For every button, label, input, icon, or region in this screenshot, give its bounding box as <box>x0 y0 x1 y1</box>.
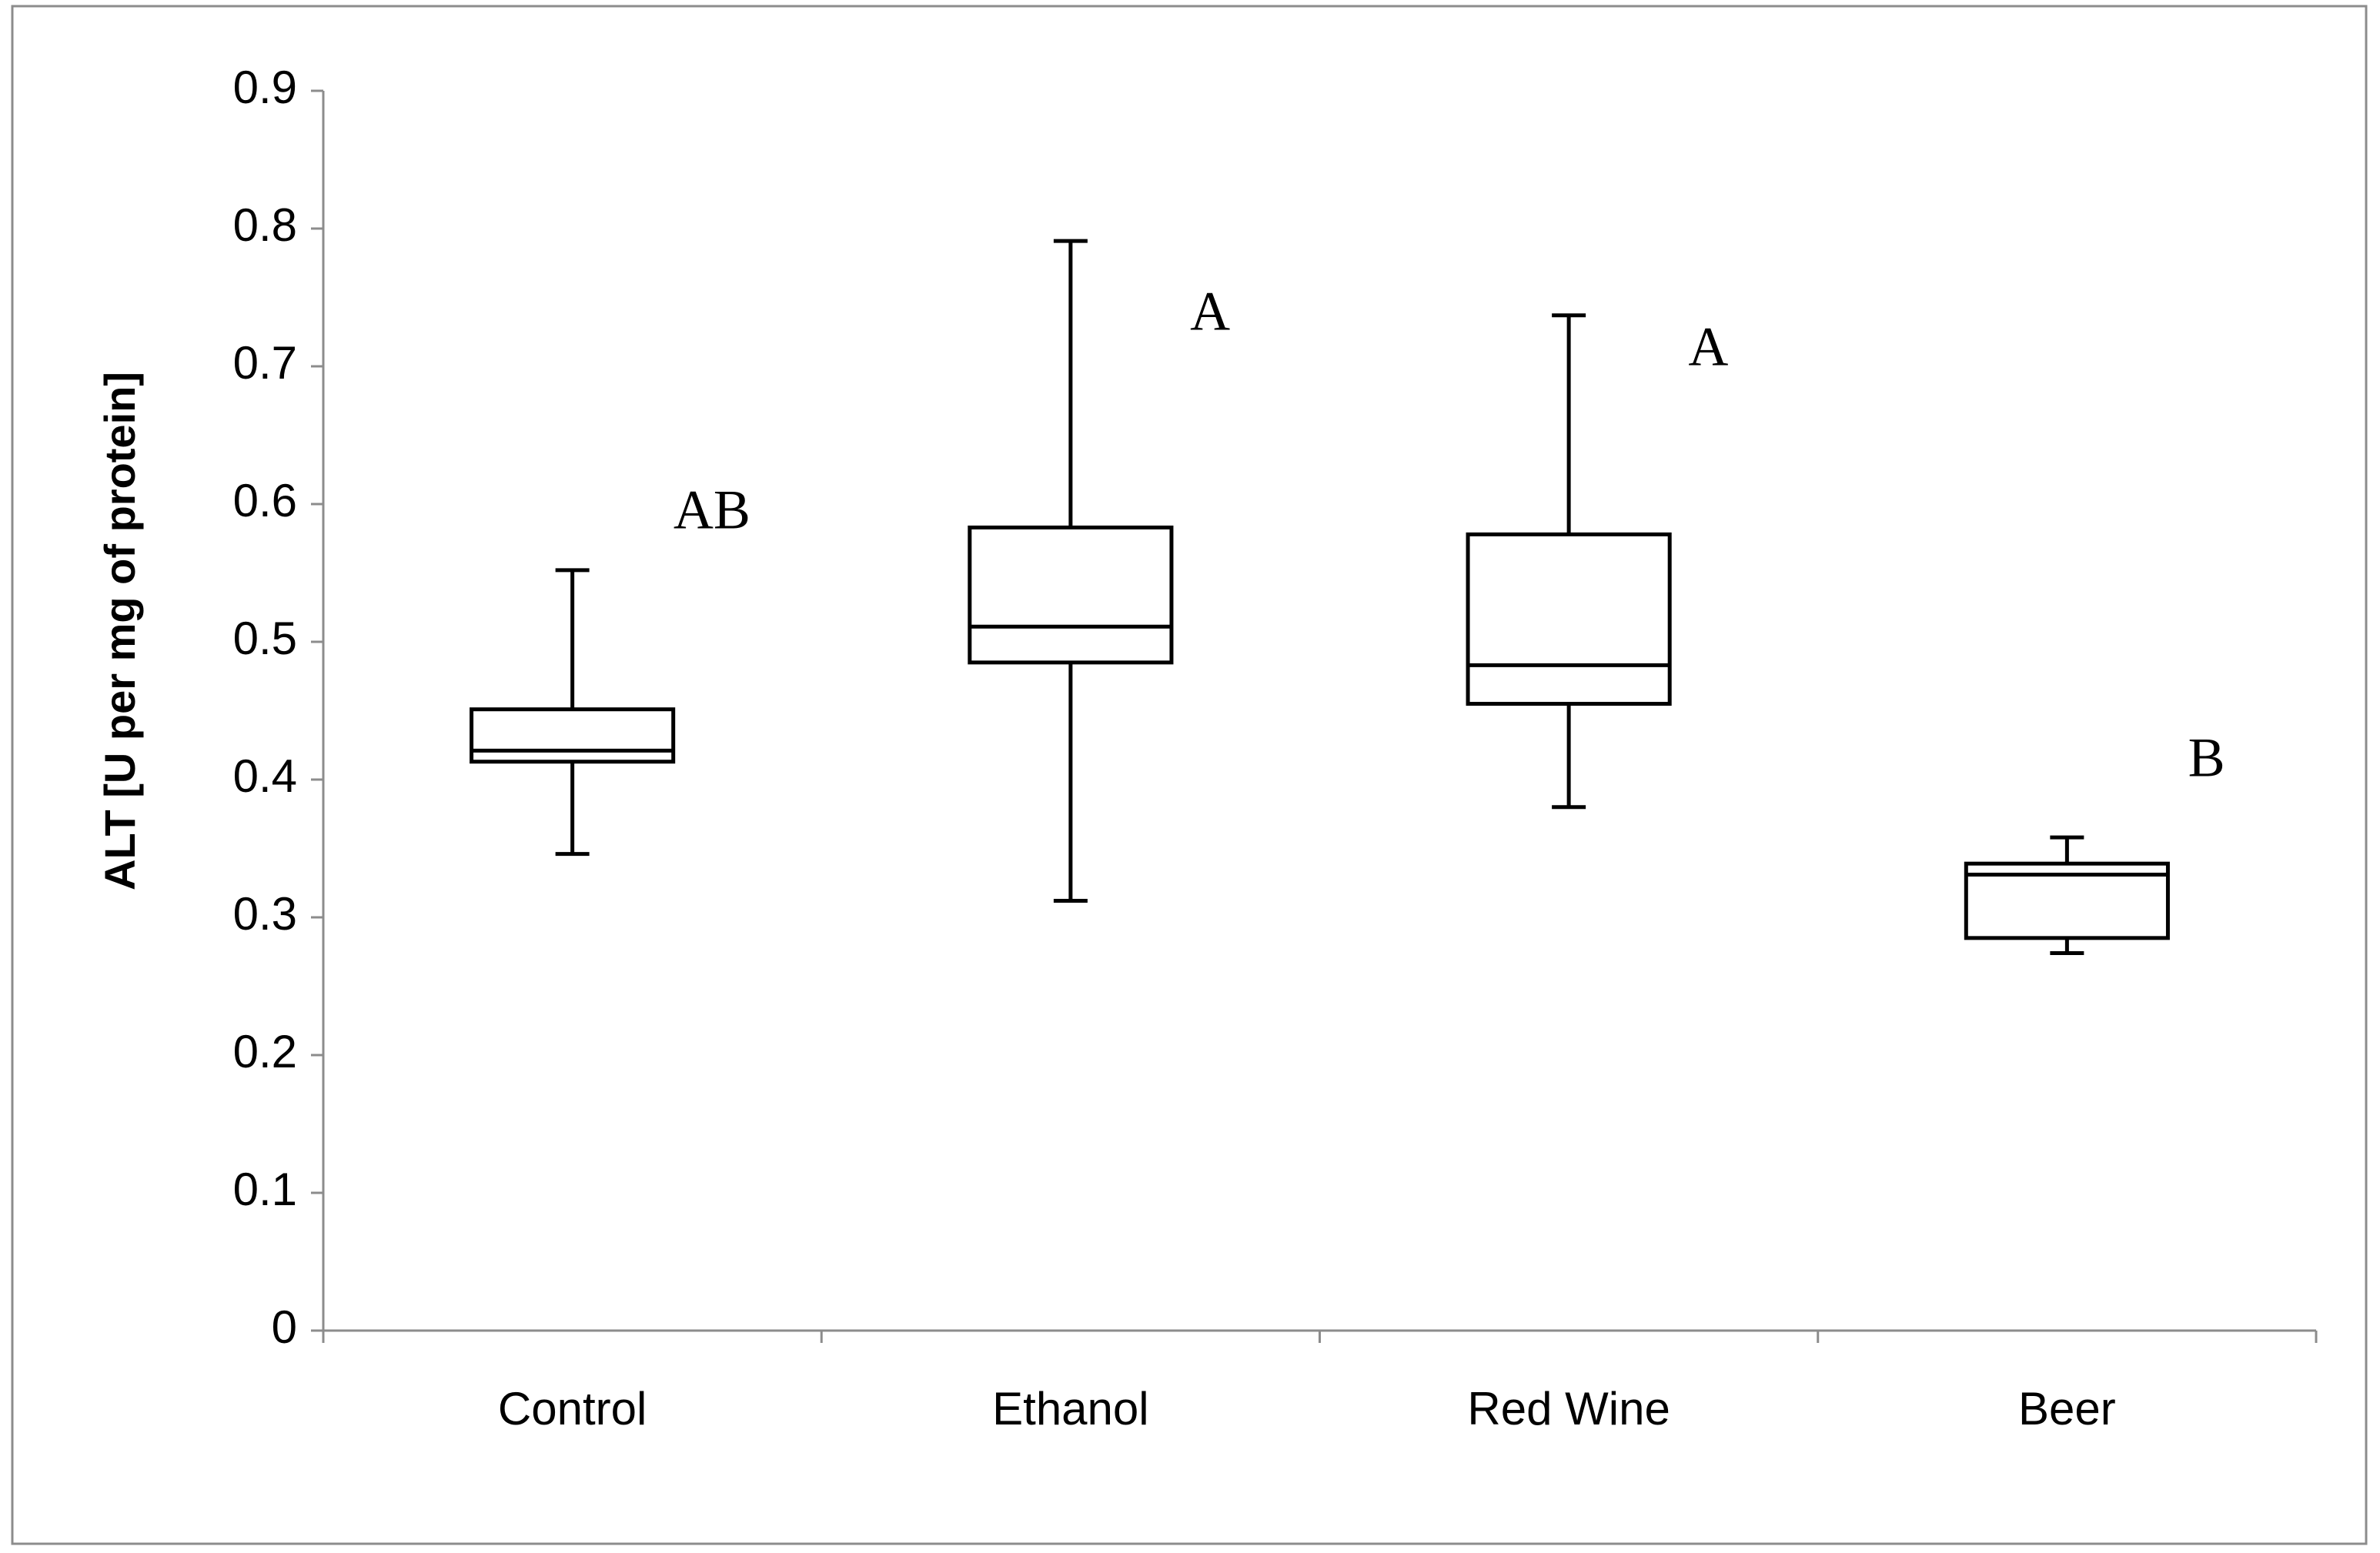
x-tick-label: Beer <box>2018 1383 2116 1434</box>
y-tick-label: 0.7 <box>233 337 297 389</box>
y-tick-label: 0.1 <box>233 1164 297 1215</box>
chart-border <box>11 5 2368 1545</box>
x-tick-label: Red Wine <box>1467 1383 1670 1434</box>
x-tick-label: Ethanol <box>992 1383 1149 1434</box>
box <box>968 525 1174 665</box>
group-letter: AB <box>674 479 750 541</box>
y-tick-label: 0.5 <box>233 613 297 664</box>
group-letter: A <box>1688 316 1728 378</box>
box <box>1466 532 1672 706</box>
y-axis-label: ALT [U per mg of protein] <box>95 372 144 890</box>
y-tick-label: 0.4 <box>233 750 297 802</box>
y-tick-label: 0.2 <box>233 1026 297 1077</box>
box <box>470 707 676 764</box>
y-tick-label: 0.8 <box>233 199 297 251</box>
y-tick-label: 0.6 <box>233 475 297 526</box>
group-letter: A <box>1190 281 1230 342</box>
group-letter: B <box>2188 727 2225 789</box>
y-tick-label: 0.3 <box>233 888 297 940</box>
x-tick-label: Control <box>498 1383 647 1434</box>
y-tick-label: 0 <box>272 1301 297 1353</box>
y-tick-label: 0.9 <box>233 62 297 113</box>
